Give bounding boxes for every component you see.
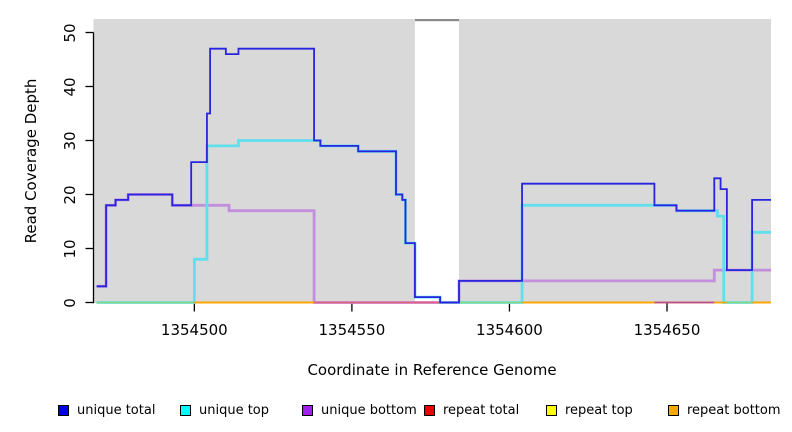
legend-swatch <box>668 404 679 416</box>
x-axis-label: Coordinate in Reference Genome <box>307 361 557 379</box>
legend-swatch <box>302 404 313 416</box>
gap-band-top-line <box>414 19 460 22</box>
y-axis-label: Read Coverage Depth <box>22 78 40 244</box>
y-tick-label: 40 <box>61 76 79 97</box>
y-tick-label: 50 <box>61 22 79 43</box>
x-tick-label: 1354550 <box>318 321 386 339</box>
legend-item-unique-bottom: unique bottom <box>302 402 417 418</box>
series-line-unique-total <box>96 47 771 304</box>
legend-label: repeat bottom <box>687 402 781 418</box>
y-tick-label: 10 <box>61 238 79 259</box>
legend-item-unique-top: unique top <box>180 402 270 418</box>
x-tick-label: 1354600 <box>476 321 543 339</box>
legend-item-repeat-bottom: repeat bottom <box>668 402 781 418</box>
legend-item-repeat-top: repeat top <box>546 402 633 418</box>
y-tick-label: 0 <box>61 297 79 308</box>
legend-swatch <box>58 404 69 416</box>
legend-item-repeat-total: repeat total <box>424 402 520 418</box>
legend-label: repeat top <box>565 402 633 418</box>
legend-label: unique bottom <box>321 402 417 418</box>
legend-swatch <box>180 404 191 416</box>
x-tick-label: 1354500 <box>160 321 228 339</box>
legend-label: unique total <box>77 402 156 418</box>
legend-swatch <box>424 404 435 416</box>
legend-label: repeat total <box>443 402 520 418</box>
legend-label: unique top <box>199 402 270 418</box>
y-tick-label: 20 <box>61 184 79 205</box>
coverage-gap-band <box>414 19 460 303</box>
y-tick-label: 30 <box>61 130 79 151</box>
x-tick-label: 1354650 <box>633 321 701 339</box>
legend-item-unique-total: unique total <box>58 402 156 418</box>
legend-swatch <box>546 404 557 416</box>
